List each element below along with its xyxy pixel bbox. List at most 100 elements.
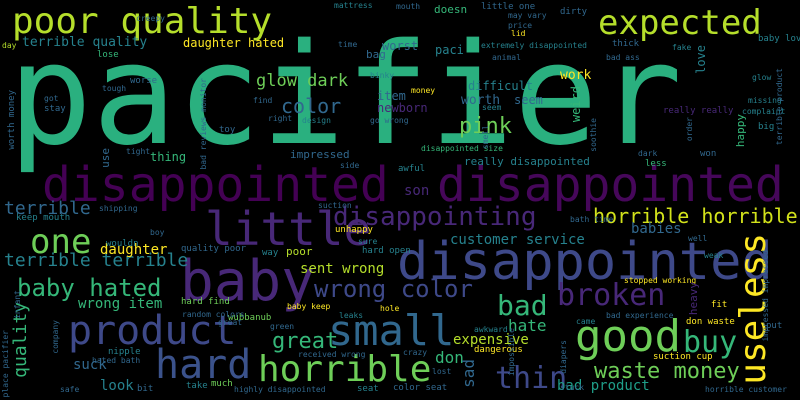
word: nipple [108,347,141,357]
word: creepy [136,14,165,23]
word: bath time [570,215,614,224]
word: wouldn [106,239,139,249]
word: disappointed size [421,144,503,153]
word: may vary [508,11,547,20]
word: use [99,148,112,168]
word: don [435,348,464,367]
word: safe [60,385,80,394]
word: horrible [258,349,432,390]
word: mattress [334,1,373,10]
word: impressed [290,148,350,161]
word: suck [73,357,107,373]
word: expected [598,3,762,43]
word: work [560,68,592,83]
word: take [186,381,208,391]
word: wrong color [314,275,473,303]
word: worse [130,76,158,86]
word: wrong item [78,296,163,312]
word: dangerous [474,345,523,355]
word: complaint [742,107,786,116]
word: color [281,94,342,118]
word: money [411,86,436,95]
word: paci [435,43,464,57]
word: leaks [339,311,364,320]
word: worth money [7,90,17,150]
word: horrible customer [705,385,787,394]
word: happy [734,114,747,148]
word: hate [508,316,547,335]
word: less [645,159,667,169]
word: lose [97,50,119,60]
word: fake [672,43,692,52]
word: great [272,329,339,354]
word: hard find [181,297,230,307]
word: babies [631,221,682,237]
word: side [340,161,360,170]
word: well [688,234,708,243]
word: little [205,202,372,256]
word: horrible horrible [593,204,798,228]
word: keep mouth [16,213,71,223]
word: glow [752,73,772,82]
word: weak [704,251,724,260]
word: thin [495,361,568,396]
word: thick [612,39,640,49]
word: soothie [589,118,598,152]
word: sure [358,237,378,246]
word: worst [382,39,419,53]
word: impressed impressed [761,250,770,342]
word: love [694,45,708,74]
word: go wrong [370,116,409,125]
word: heavy [687,282,700,316]
word: animal [492,53,521,62]
word: design [302,116,331,125]
word: baby loves [758,34,800,44]
word: lid [511,29,526,38]
word: pacifier [8,14,683,177]
word: bit [137,384,154,394]
word: doesn [434,3,468,16]
word: expensive [453,332,529,348]
word: poor quality [12,1,273,42]
word: missing [748,96,782,105]
word: wubbanub [228,313,272,323]
word: daughter hated [183,36,285,50]
word: thing [150,150,187,164]
word: shipping [99,204,138,213]
word: baby [180,249,315,314]
word: baby keep [287,302,331,311]
word: hard open [362,246,411,256]
word: customer service [450,232,585,248]
word: look [100,378,134,394]
word: item [377,89,406,103]
word: mouth [396,2,421,11]
word: order [685,117,694,142]
word: received wrong [298,350,366,359]
word: price [508,21,533,30]
word: hard [155,342,252,388]
word: tough [102,84,127,93]
word: crazy [403,348,428,357]
word: diapers [559,340,568,374]
word: boy [150,228,165,237]
word: terrible product [775,68,784,146]
word: color seat [393,383,448,393]
word: disappointed [437,157,784,213]
word: broken [557,278,666,313]
word: quality poor [181,244,247,254]
word: pink [459,114,512,139]
word: stopped working [624,276,697,285]
word: terrible quality [22,35,148,50]
word: awful [398,164,426,174]
word: hole [380,304,400,313]
word: bad ass [606,53,640,62]
word: good [575,311,681,362]
word: seat [357,384,379,394]
word: came [576,317,596,326]
word: son [404,183,430,199]
word: bad experience [606,311,674,320]
word: unhappy [335,225,373,235]
word: smell [481,125,490,150]
word: small [328,306,455,355]
word: time [338,40,358,49]
